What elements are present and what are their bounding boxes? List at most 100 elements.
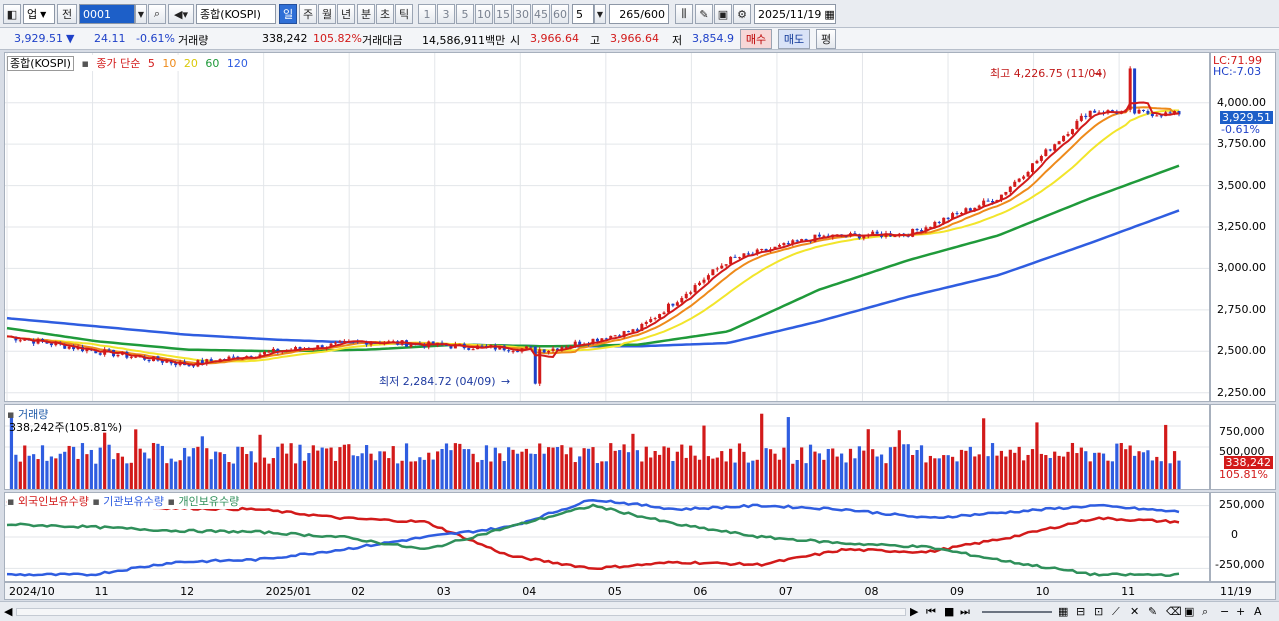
cross-icon[interactable]: ✕ bbox=[1130, 605, 1140, 618]
fast-forward-icon[interactable]: ⏭ bbox=[960, 605, 970, 618]
scroll-right-icon[interactable]: ▶ bbox=[910, 605, 919, 618]
candle bbox=[342, 341, 346, 343]
volume-bar bbox=[697, 459, 702, 489]
holdings-panel[interactable]: ▪ 외국인보유수량 ▪ 기관보유수량 ▪ 개인보유수량 bbox=[4, 492, 1210, 582]
scroll-left-icon[interactable]: ◀ bbox=[4, 605, 13, 618]
volume-panel[interactable]: ▪ 거래량 338,242주(105.81%) bbox=[4, 404, 1210, 490]
save-icon[interactable]: ▣ bbox=[714, 4, 732, 24]
price-tick-label: 4,000.00 bbox=[1217, 95, 1266, 109]
plus-icon[interactable]: + bbox=[1236, 605, 1246, 618]
x-axis[interactable]: 2024/10 11 12 2025/01 02 03 04 05 06 07 08 09 10 11 1… bbox=[4, 582, 1276, 600]
interval-30[interactable]: 30 bbox=[513, 4, 531, 24]
rewind-icon[interactable]: ⏮ bbox=[926, 605, 936, 618]
period-month[interactable]: 월 bbox=[318, 4, 336, 24]
volume-bar bbox=[755, 459, 759, 489]
quote-low: 3,854.9 bbox=[692, 32, 734, 45]
minus-icon[interactable]: − bbox=[1220, 605, 1230, 618]
volume-bar bbox=[560, 445, 564, 489]
sell-button[interactable]: 매도 bbox=[778, 29, 810, 49]
chevron-down-icon[interactable]: ▼ bbox=[594, 4, 606, 24]
buy-button[interactable]: 매수 bbox=[740, 29, 772, 49]
candle bbox=[604, 338, 608, 340]
eval-button[interactable]: 평 bbox=[816, 29, 836, 49]
volume-bar bbox=[724, 461, 728, 489]
holdings-axis[interactable]: 250,000 0 -250,000 bbox=[1210, 492, 1276, 582]
candle bbox=[369, 342, 373, 345]
volume-bar bbox=[125, 463, 129, 489]
grid-icon[interactable]: ▦ bbox=[1058, 605, 1069, 618]
interval-60[interactable]: 60 bbox=[551, 4, 569, 24]
volume-axis[interactable]: 750,000 500,000 338,242 105.81% bbox=[1210, 404, 1276, 490]
gear-icon[interactable]: ⚙ bbox=[733, 4, 751, 24]
volume-bar bbox=[475, 462, 480, 489]
interval-input[interactable]: 5 bbox=[572, 4, 594, 24]
count-field[interactable]: 265/600 bbox=[609, 4, 669, 24]
window-icon[interactable]: ⊡ bbox=[1094, 605, 1104, 618]
volume-bar bbox=[760, 413, 764, 489]
search-icon[interactable]: ⌕ bbox=[148, 4, 166, 24]
font-icon[interactable]: A bbox=[1254, 605, 1262, 618]
interval-3[interactable]: 3 bbox=[437, 4, 455, 24]
interval-15[interactable]: 15 bbox=[494, 4, 512, 24]
candle bbox=[742, 253, 746, 258]
candle bbox=[138, 356, 142, 358]
bullet-icon: ▪ bbox=[92, 495, 100, 508]
x-axis-label: 06 bbox=[693, 585, 708, 598]
interval-5[interactable]: 5 bbox=[456, 4, 474, 24]
interval-1[interactable]: 1 bbox=[418, 4, 436, 24]
volume-bar bbox=[507, 447, 511, 489]
volume-bar bbox=[387, 458, 391, 489]
volume-bar bbox=[644, 446, 648, 489]
candle bbox=[1093, 110, 1097, 113]
candle bbox=[1035, 160, 1039, 164]
period-minute[interactable]: 분 bbox=[357, 4, 375, 24]
interval-10[interactable]: 10 bbox=[475, 4, 493, 24]
zoom-icon[interactable]: ⌕ bbox=[1202, 605, 1209, 618]
period-tick[interactable]: 틱 bbox=[395, 4, 413, 24]
candle bbox=[227, 356, 231, 360]
candle bbox=[698, 282, 702, 286]
market-select[interactable]: 업 ▼ bbox=[23, 4, 55, 24]
draw-icon[interactable]: ✎ bbox=[695, 4, 713, 24]
stop-icon[interactable]: ■ bbox=[944, 605, 955, 618]
candle bbox=[107, 349, 111, 351]
price-axis[interactable]: LC:71.99 HC:-7.03 4,000.00 3,750.00 3,500.… bbox=[1210, 52, 1276, 402]
index-name-label[interactable]: 종합(KOSPI) bbox=[7, 56, 74, 71]
layout-icon[interactable]: ⊟ bbox=[1076, 605, 1086, 618]
horizontal-scrollbar[interactable] bbox=[16, 608, 906, 616]
draw-icon[interactable]: ✎ bbox=[1148, 605, 1158, 618]
code-input[interactable]: 0001 bbox=[79, 4, 135, 24]
candle bbox=[453, 344, 457, 349]
period-day[interactable]: 일 bbox=[279, 4, 297, 24]
candle bbox=[533, 346, 537, 384]
volume-bar bbox=[196, 446, 200, 489]
candle bbox=[706, 275, 710, 280]
price-chart-panel[interactable]: 최고 4,226.75 (11/04) → 최저 2,284.72 (04/09… bbox=[4, 52, 1210, 402]
volume-bar bbox=[879, 454, 884, 489]
volume-bar bbox=[919, 445, 924, 489]
window-icon[interactable]: ◧ bbox=[3, 4, 21, 24]
speaker-icon[interactable]: ◀▾ bbox=[168, 4, 194, 24]
candle bbox=[569, 345, 573, 348]
candle-icon[interactable]: ⫼ bbox=[675, 4, 693, 24]
prev-button[interactable]: 전 bbox=[57, 4, 77, 24]
candle bbox=[760, 248, 764, 250]
candle bbox=[338, 341, 342, 343]
interval-45[interactable]: 45 bbox=[532, 4, 550, 24]
zoom-slider[interactable] bbox=[982, 611, 1052, 613]
period-week[interactable]: 주 bbox=[299, 4, 317, 24]
eraser-icon[interactable]: ⌫ bbox=[1166, 605, 1182, 618]
toolbar: ◧ 업 ▼ 전 0001 ▼ ⌕ ◀▾ 종합(KOSPI) 일 주 월 년 분 초… bbox=[0, 0, 1279, 28]
candle bbox=[862, 236, 866, 239]
price-tick-label: 3,500.00 bbox=[1217, 178, 1266, 192]
date-field[interactable]: 2025/11/19 ▦ bbox=[754, 4, 836, 24]
quote-high: 3,966.64 bbox=[610, 32, 659, 45]
period-second[interactable]: 초 bbox=[376, 4, 394, 24]
candle bbox=[1173, 111, 1177, 114]
period-year[interactable]: 년 bbox=[337, 4, 355, 24]
save-icon[interactable]: ▣ bbox=[1184, 605, 1195, 618]
volume-bar bbox=[968, 446, 972, 489]
trend-icon[interactable]: ⟋ bbox=[1112, 605, 1120, 618]
volume-bar bbox=[564, 454, 568, 489]
chevron-down-icon[interactable]: ▼ bbox=[135, 4, 147, 24]
